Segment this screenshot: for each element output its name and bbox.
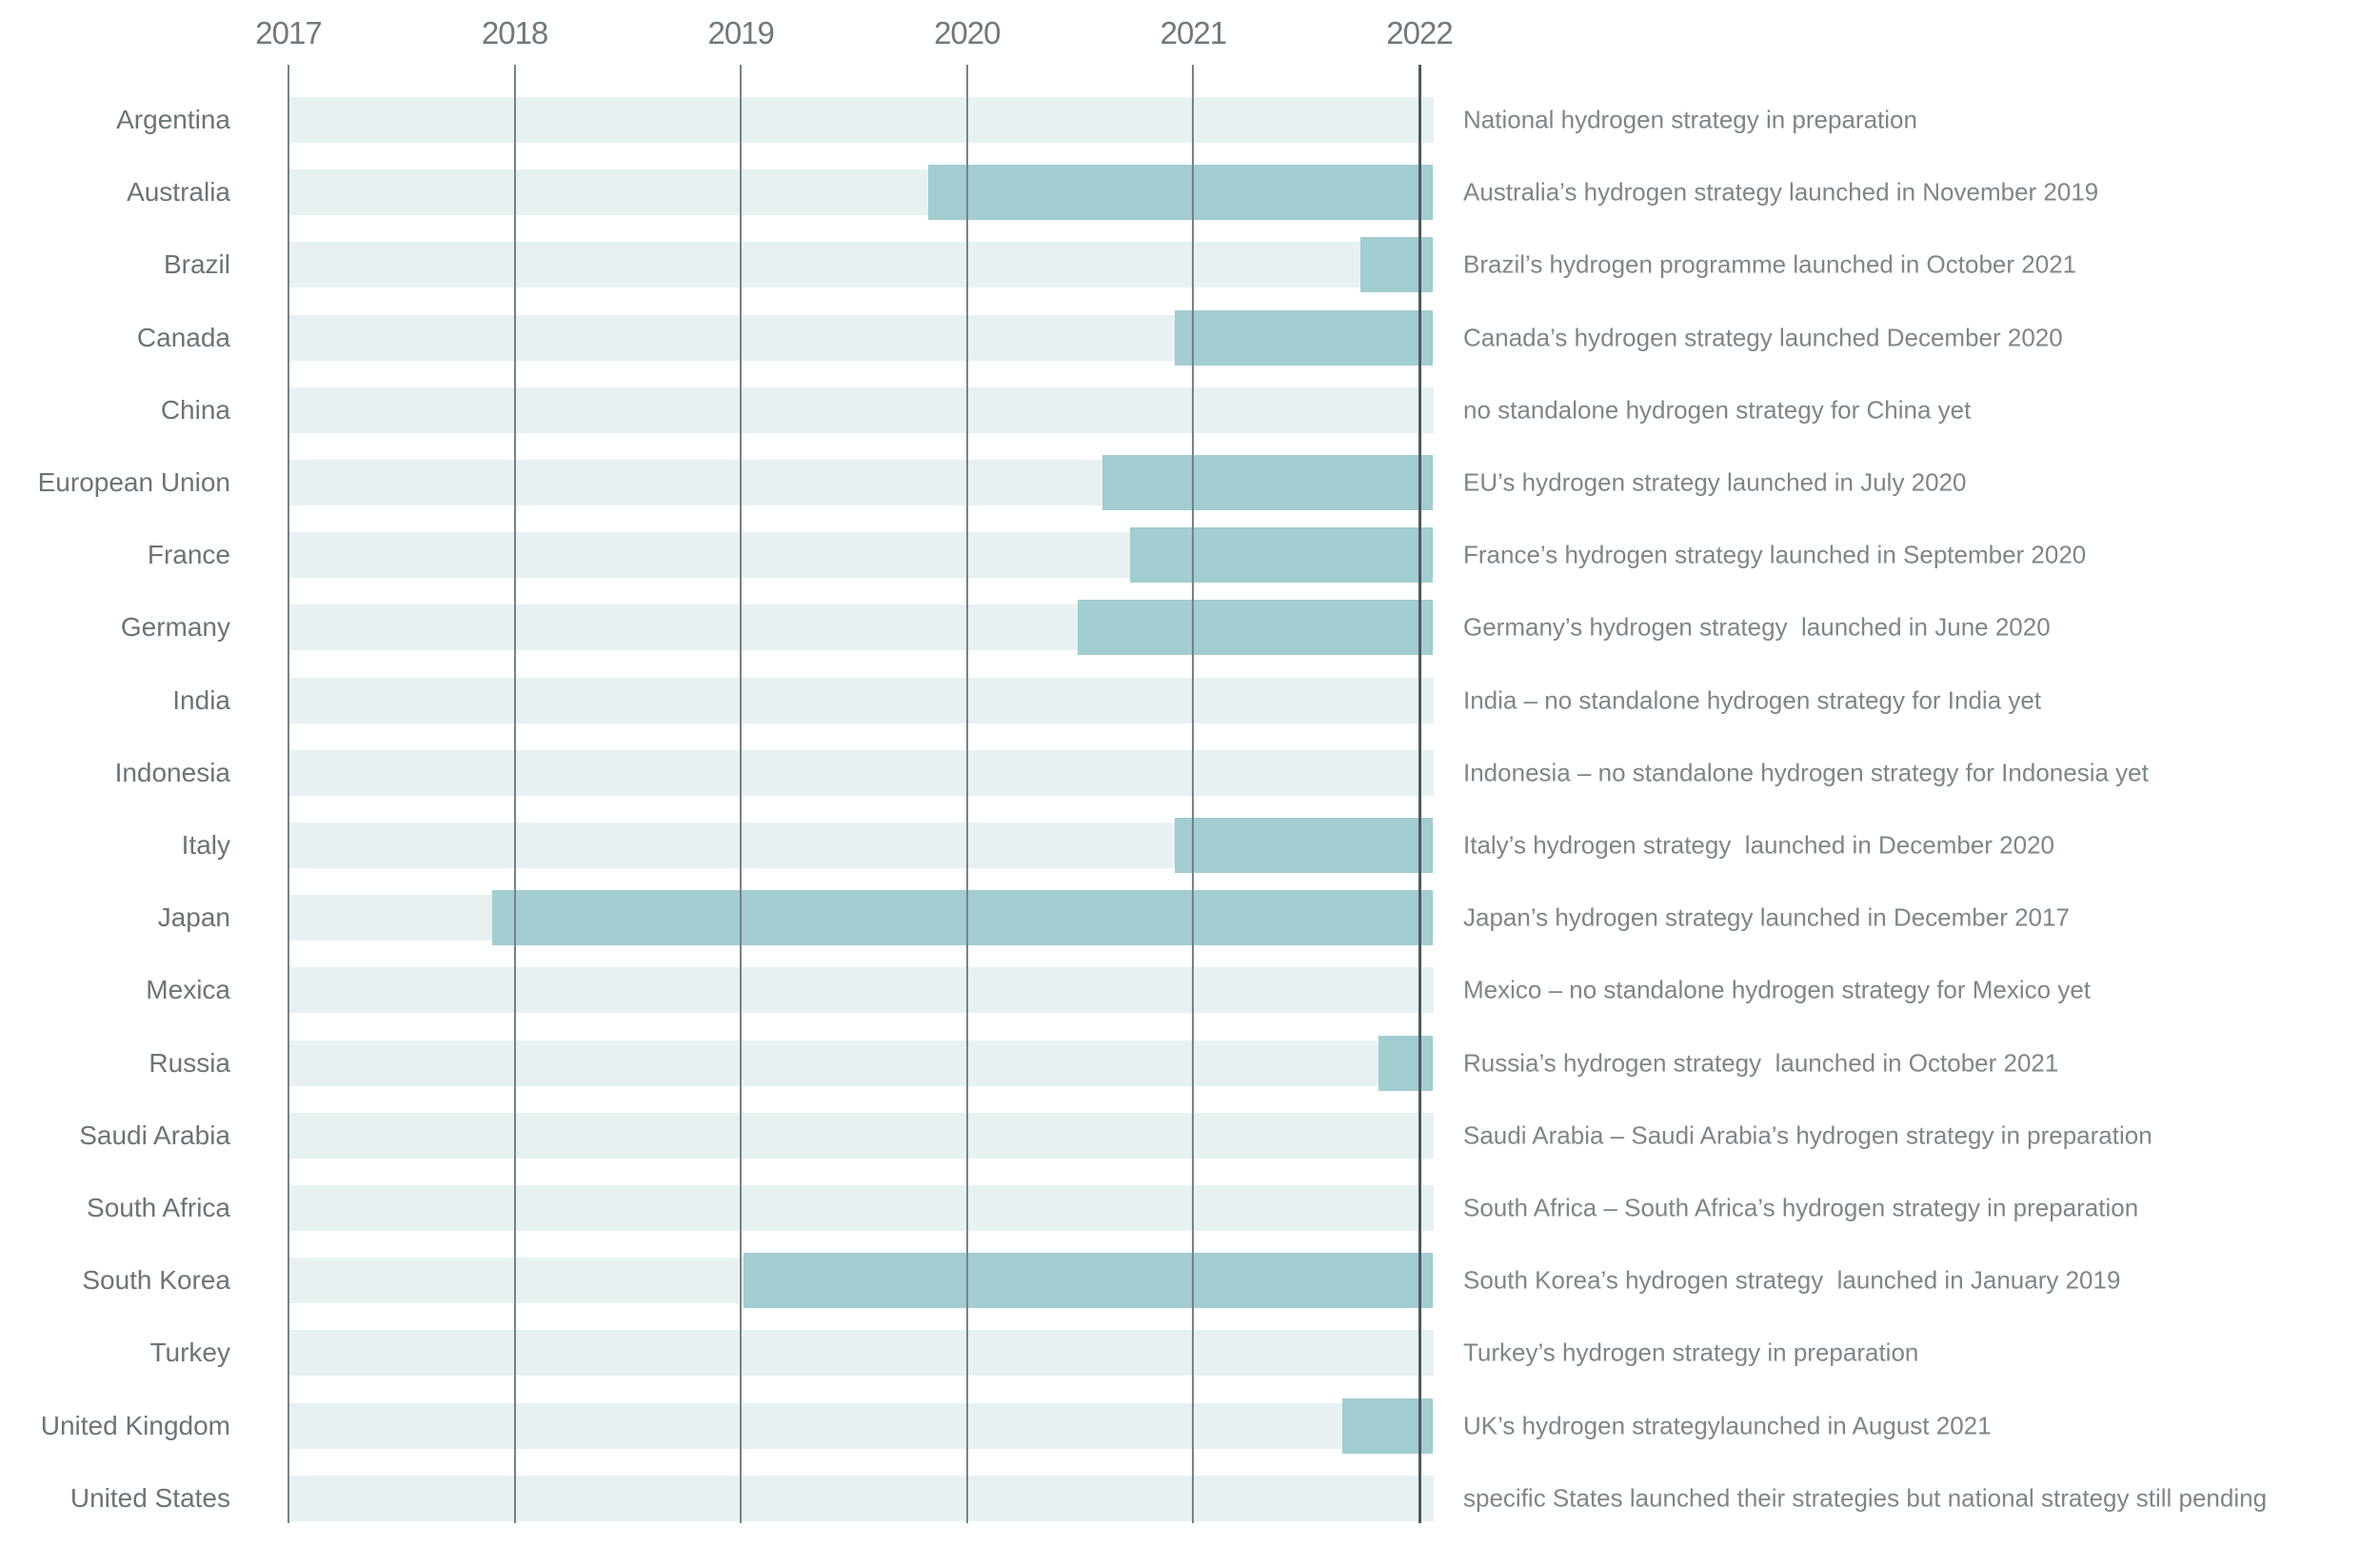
- annotation: Australia’s hydrogen strategy launched i…: [1463, 177, 2099, 207]
- year-label-2017: 2017: [255, 15, 322, 50]
- annotation: Indonesia – no standalone hydrogen strat…: [1463, 758, 2149, 787]
- strategy-bar: [1175, 309, 1434, 366]
- country-label: Saudi Arabia: [79, 1120, 230, 1150]
- annotation: UK’s hydrogen strategylaunched in August…: [1463, 1411, 1992, 1440]
- country-label: Brazil: [163, 249, 230, 280]
- annotation: no standalone hydrogen strategy for Chin…: [1463, 395, 1972, 425]
- annotation: India – no standalone hydrogen strategy …: [1463, 685, 2042, 715]
- country-label: Russia: [149, 1047, 230, 1078]
- strategy-bar: [491, 890, 1434, 946]
- annotation: Brazil’s hydrogen programme launched in …: [1463, 249, 2077, 279]
- country-label: Canada: [136, 322, 230, 352]
- annotation: South Africa – South Africa’s hydrogen s…: [1463, 1193, 2139, 1222]
- strategy-bar: [1342, 1397, 1434, 1454]
- row-band: [288, 386, 1434, 433]
- annotation: Russia’s hydrogen strategy launched in O…: [1463, 1048, 2059, 1078]
- year-label-2018: 2018: [481, 15, 548, 50]
- year-label-2022: 2022: [1386, 15, 1453, 50]
- annotation: National hydrogen strategy in preparatio…: [1463, 105, 1917, 134]
- country-label: Japan: [157, 902, 230, 933]
- country-label: China: [160, 394, 230, 425]
- country-label: France: [147, 540, 230, 570]
- country-label: South Korea: [82, 1265, 230, 1296]
- country-label: Australia: [127, 177, 230, 208]
- annotation: Germany’s hydrogen strategy launched in …: [1463, 612, 2051, 642]
- country-label: Mexica: [146, 975, 230, 1005]
- country-label: Argentina: [116, 105, 230, 134]
- year-gridline-2017: [288, 65, 289, 1523]
- strategy-bar: [1360, 237, 1434, 293]
- annotation: EU’s hydrogen strategy launched in July …: [1463, 467, 1967, 497]
- row-band: [288, 1475, 1434, 1521]
- annotation: Turkey’s hydrogen strategy in preparatio…: [1463, 1338, 1919, 1367]
- year-gridline-2021: [1192, 65, 1195, 1523]
- strategy-bar: [1175, 818, 1434, 873]
- row-band: [288, 242, 1434, 288]
- strategy-bar: [928, 165, 1434, 221]
- year-gridline-2019: [740, 65, 743, 1523]
- country-label: India: [172, 684, 230, 715]
- annotation: Japan’s hydrogen strategy launched in De…: [1463, 902, 2070, 932]
- country-label: United Kingdom: [40, 1410, 230, 1440]
- year-label-2021: 2021: [1160, 15, 1227, 50]
- row-band: [288, 677, 1434, 723]
- row-band: [288, 97, 1434, 143]
- country-label: Turkey: [149, 1338, 230, 1368]
- row-band: [288, 967, 1434, 1014]
- country-label: European Union: [37, 467, 230, 497]
- row-band: [288, 1185, 1434, 1231]
- strategy-bar: [1078, 600, 1434, 656]
- row-band: [288, 1402, 1434, 1449]
- year-label-2019: 2019: [707, 15, 774, 50]
- annotation: Saudi Arabia – Saudi Arabia’s hydrogen s…: [1463, 1120, 2152, 1150]
- country-label: Indonesia: [114, 757, 230, 787]
- year-label-2020: 2020: [934, 15, 1001, 50]
- annotation: specific States launched their strategie…: [1463, 1483, 2268, 1513]
- year-gridline-2018: [513, 65, 516, 1523]
- strategy-bar: [1129, 527, 1434, 584]
- year-gridline-2020: [965, 65, 968, 1523]
- year-gridline-2022: [1418, 65, 1421, 1523]
- annotation: Mexico – no standalone hydrogen strategy…: [1463, 975, 2092, 1004]
- row-band: [288, 1112, 1434, 1159]
- strategy-bar: [743, 1253, 1434, 1309]
- annotation: South Korea’s hydrogen strategy launched…: [1463, 1265, 2121, 1295]
- strategy-bar: [1378, 1035, 1434, 1091]
- annotation: Canada’s hydrogen strategy launched Dece…: [1463, 323, 2063, 352]
- annotation: Italy’s hydrogen strategy launched in De…: [1463, 830, 2055, 860]
- row-band: [288, 1330, 1434, 1377]
- country-label: United States: [69, 1482, 230, 1513]
- country-label: Italy: [181, 830, 230, 860]
- row-band: [288, 1040, 1434, 1086]
- strategy-bar: [1102, 455, 1434, 510]
- annotation: France’s hydrogen strategy launched in S…: [1463, 540, 2087, 569]
- row-band: [288, 749, 1434, 796]
- country-label: Germany: [120, 612, 230, 643]
- country-label: South Africa: [87, 1193, 230, 1222]
